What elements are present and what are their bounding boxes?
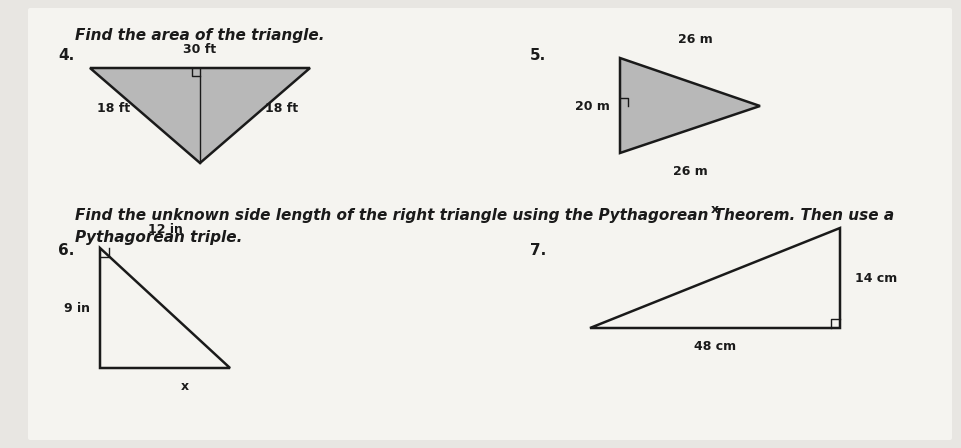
Text: 5.: 5. <box>530 48 546 63</box>
Text: 18 ft: 18 ft <box>264 102 298 115</box>
Text: 12 in: 12 in <box>147 223 183 236</box>
Polygon shape <box>90 68 309 163</box>
FancyBboxPatch shape <box>28 8 951 440</box>
Text: x: x <box>181 380 189 393</box>
Text: 30 ft: 30 ft <box>184 43 216 56</box>
Text: 4.: 4. <box>58 48 74 63</box>
Text: 48 cm: 48 cm <box>693 340 735 353</box>
Text: 20 m: 20 m <box>575 99 609 112</box>
Text: 7.: 7. <box>530 243 546 258</box>
Text: Pythagorean triple.: Pythagorean triple. <box>75 230 242 245</box>
Text: 9 in: 9 in <box>64 302 90 314</box>
Text: 26 m: 26 m <box>672 165 706 178</box>
Text: Find the area of the triangle.: Find the area of the triangle. <box>75 28 324 43</box>
Text: Find the unknown side length of the right triangle using the Pythagorean Theorem: Find the unknown side length of the righ… <box>75 208 893 223</box>
Text: 6.: 6. <box>58 243 74 258</box>
Text: 14 cm: 14 cm <box>854 271 897 284</box>
Text: x: x <box>710 203 718 216</box>
Text: 18 ft: 18 ft <box>97 102 130 115</box>
Text: 26 m: 26 m <box>677 33 712 46</box>
Polygon shape <box>619 58 759 153</box>
